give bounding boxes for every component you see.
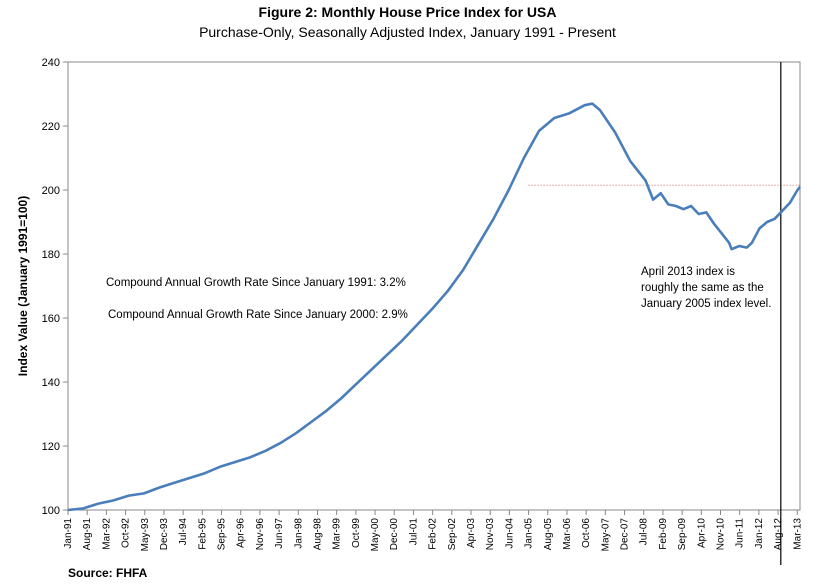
- x-tick-label: Feb-02: [428, 518, 439, 550]
- annotation-cagr-1991: Compound Annual Growth Rate Since Januar…: [106, 277, 406, 289]
- x-tick-label: Mar-06: [562, 518, 573, 550]
- x-tick-label: May-93: [140, 518, 151, 552]
- x-tick-label: Aug-91: [82, 518, 93, 551]
- x-tick-label: Feb-09: [658, 518, 669, 550]
- x-tick-label: Aug-98: [312, 518, 323, 551]
- x-tick-label: Jan-91: [63, 518, 74, 549]
- x-tick-label: Dec-07: [620, 518, 631, 551]
- x-tick-label: Nov-10: [715, 518, 726, 551]
- y-tick-label: 120: [42, 441, 60, 453]
- y-tick-label: 220: [42, 121, 60, 133]
- chart-subtitle: Purchase-Only, Seasonally Adjusted Index…: [199, 24, 616, 40]
- annotation-april-2013: January 2005 index level.: [641, 298, 771, 310]
- x-tick-label: Apr-96: [236, 518, 247, 548]
- x-tick-label: Jul-94: [178, 518, 189, 546]
- x-tick-label: Aug-05: [543, 518, 554, 551]
- x-tick-label: Jan-98: [293, 518, 304, 549]
- x-tick-label: Apr-10: [696, 518, 707, 548]
- x-tick-label: Mar-99: [332, 518, 343, 550]
- source-note: Source: FHFA: [68, 566, 148, 580]
- x-tick-label: Sep-02: [447, 518, 458, 551]
- chart-title: Figure 2: Monthly House Price Index for …: [258, 4, 557, 20]
- x-tick-label: Sep-09: [677, 518, 688, 551]
- x-tick-label: May-00: [370, 518, 381, 552]
- x-tick-label: Mar-92: [101, 518, 112, 550]
- x-tick-label: Jul-08: [639, 518, 650, 546]
- x-tick-label: Jun-11: [735, 518, 746, 548]
- x-tick-label: Oct-06: [581, 518, 592, 548]
- x-tick-label: Oct-92: [121, 518, 132, 548]
- x-tick-label: May-07: [600, 518, 611, 552]
- y-tick-label: 160: [42, 313, 60, 325]
- x-tick-label: Mar-13: [792, 518, 803, 550]
- y-tick-label: 240: [42, 57, 60, 69]
- x-tick-label: Jul-01: [408, 518, 419, 546]
- x-tick-label: Dec-00: [389, 518, 400, 551]
- plot-frame: [67, 61, 801, 511]
- x-tick-label: Oct-99: [351, 518, 362, 548]
- series-line: [67, 102, 802, 512]
- y-tick-label: 100: [42, 505, 60, 517]
- annotation-april-2013: roughly the same as the: [641, 282, 764, 294]
- y-tick-label: 140: [42, 377, 60, 389]
- x-tick-label: Apr-03: [466, 518, 477, 548]
- x-tick-label: Jun-04: [504, 518, 515, 549]
- annotation-cagr-2000: Compound Annual Growth Rate Since Januar…: [108, 309, 408, 321]
- x-tick-label: Nov-03: [485, 518, 496, 551]
- y-tick-label: 200: [42, 185, 60, 197]
- x-tick-label: Jan-12: [754, 518, 765, 549]
- y-tick-label: 180: [42, 249, 60, 261]
- x-tick-label: Dec-93: [159, 518, 170, 551]
- x-tick-label: Aug-12: [773, 518, 784, 551]
- x-tick-label: Jan-05: [524, 518, 535, 549]
- x-tick-label: Sep-95: [217, 518, 228, 551]
- x-tick-label: Jun-97: [274, 518, 285, 549]
- annotation-april-2013: April 2013 index is: [641, 266, 735, 278]
- y-axis-label: Index Value (January 1991=100): [16, 196, 30, 376]
- x-tick-label: Feb-95: [197, 518, 208, 550]
- x-tick-label: Nov-96: [255, 518, 266, 551]
